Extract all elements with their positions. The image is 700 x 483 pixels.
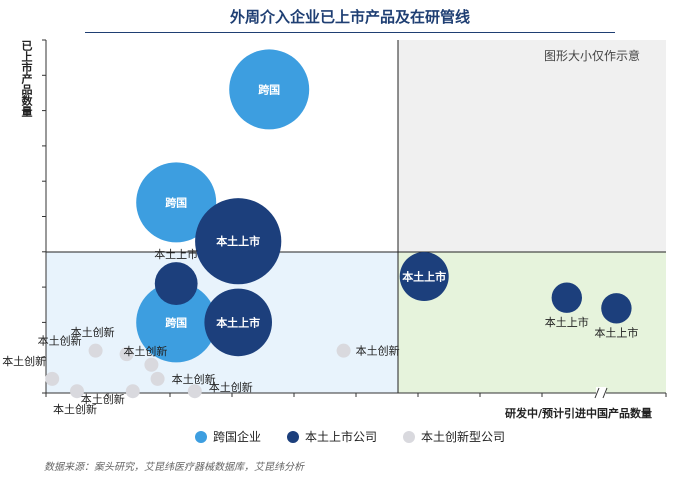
bubble-label: 本土创新 [209, 380, 253, 394]
bubble-multinational [136, 162, 217, 243]
bubble-label: 本土上市 [216, 315, 260, 329]
bubble-domestic-innovative [187, 384, 202, 399]
bubble-domestic-listed [154, 262, 198, 305]
bubble-domestic-listed [399, 252, 449, 302]
axis-break-mark [594, 387, 600, 399]
size-note: 图形大小仅作示意 [544, 49, 641, 63]
bubble-domestic-listed [601, 293, 632, 324]
bubble-domestic-innovative [45, 371, 60, 386]
bubble-domestic-listed [204, 288, 272, 357]
bubble-domestic-innovative [144, 357, 159, 372]
bubble-domestic-innovative [336, 343, 351, 358]
legend-swatch-domestic-innovative [403, 430, 415, 443]
legend-label: 本土上市公司 [304, 430, 377, 444]
legend-item-multinational: 跨国企业 [194, 428, 261, 445]
bubble-domestic-innovative [88, 343, 103, 358]
legend-swatch-domestic-listed [286, 430, 299, 443]
bubble-label: 本土创新 [38, 334, 82, 348]
axis-break-gap [596, 387, 606, 399]
legend-swatch-multinational [194, 430, 207, 443]
bubble-label: 本土上市 [594, 325, 638, 339]
bubble-domestic-listed [551, 282, 582, 313]
legend: 跨国企业 本土上市公司 本土创新型公司 [0, 428, 700, 445]
data-source: 数据来源：案头研究，艾昆纬医疗器械数据库，艾昆纬分析 [44, 462, 304, 473]
legend-item-domestic-innovative: 本土创新型公司 [403, 428, 505, 445]
bubble-label: 本土创新 [53, 402, 97, 416]
bubble-domestic-innovative [119, 347, 134, 362]
x-axis-label: 研发中/预计引进中国产品数量 [505, 407, 653, 420]
bubble-label: 本土上市 [545, 315, 589, 329]
bubble-domestic-innovative [150, 371, 165, 386]
bubble-multinational [136, 282, 217, 363]
bubble-label: 本土创新 [172, 372, 216, 386]
bubble-label: 本土创新 [356, 344, 400, 358]
bubble-domestic-innovative [125, 384, 140, 399]
bubble-domestic-listed [195, 198, 282, 285]
title-underline [85, 32, 615, 33]
bubble-multinational [229, 49, 310, 130]
bubble-label: 本土上市 [216, 234, 260, 248]
bubble-label: 本土上市 [154, 247, 198, 261]
bubble-domestic-innovative [70, 384, 84, 399]
legend-label: 跨国企业 [212, 430, 261, 444]
legend-label: 本土创新型公司 [421, 430, 506, 444]
bubble-label: 跨国 [165, 195, 187, 209]
bubble-label: 本土创新 [81, 392, 125, 406]
bubble-label: 本土创新 [123, 344, 167, 358]
axis-break-mark [602, 387, 608, 399]
chart-title: 外周介入企业已上市产品及在研管线 [229, 8, 470, 26]
bubble-label: 本土上市 [402, 270, 446, 284]
quadrant-top-right [398, 40, 666, 252]
y-axis-label: 已上市产品数量 [20, 40, 33, 117]
bubble-label: 跨国 [258, 82, 280, 96]
bubble-label: 本土创新 [71, 325, 115, 339]
bubble-label: 本土创新 [2, 354, 46, 368]
legend-item-domestic-listed: 本土上市公司 [286, 428, 377, 445]
bubble-label: 跨国 [165, 315, 187, 329]
